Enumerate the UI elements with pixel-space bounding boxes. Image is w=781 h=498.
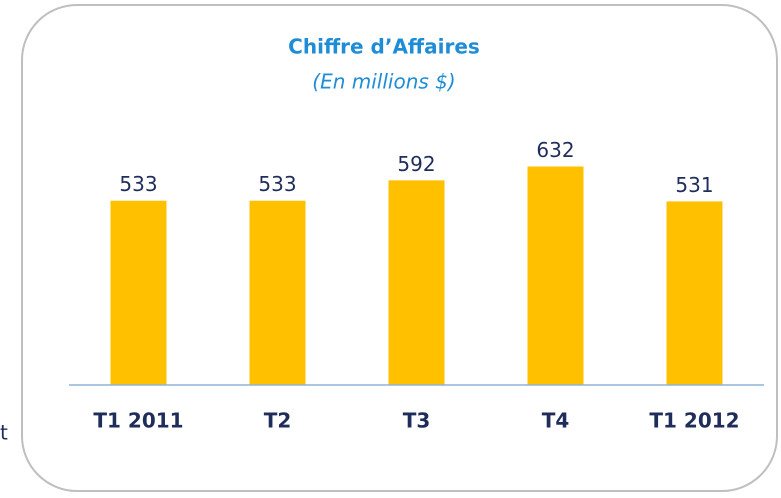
chart-title: Chiffre d’Affaires	[288, 35, 480, 59]
x-tick-label: T1 2011	[93, 409, 183, 433]
data-label: 531	[675, 173, 713, 197]
bar	[110, 200, 167, 385]
data-label: 632	[536, 138, 574, 162]
data-label: 533	[119, 172, 157, 196]
bar	[388, 180, 445, 385]
x-tick-label: T3	[403, 409, 431, 433]
chart-subtitle: (En millions $)	[312, 70, 455, 94]
annotation: t	[0, 421, 8, 445]
data-label: 533	[258, 172, 296, 196]
bar	[666, 201, 723, 385]
x-tick-label: T2	[264, 409, 292, 433]
data-label: 592	[397, 152, 435, 176]
bar	[249, 200, 306, 385]
x-tick-label: T1 2012	[649, 409, 739, 433]
bar	[527, 166, 584, 385]
x-tick-label: T4	[542, 409, 570, 433]
